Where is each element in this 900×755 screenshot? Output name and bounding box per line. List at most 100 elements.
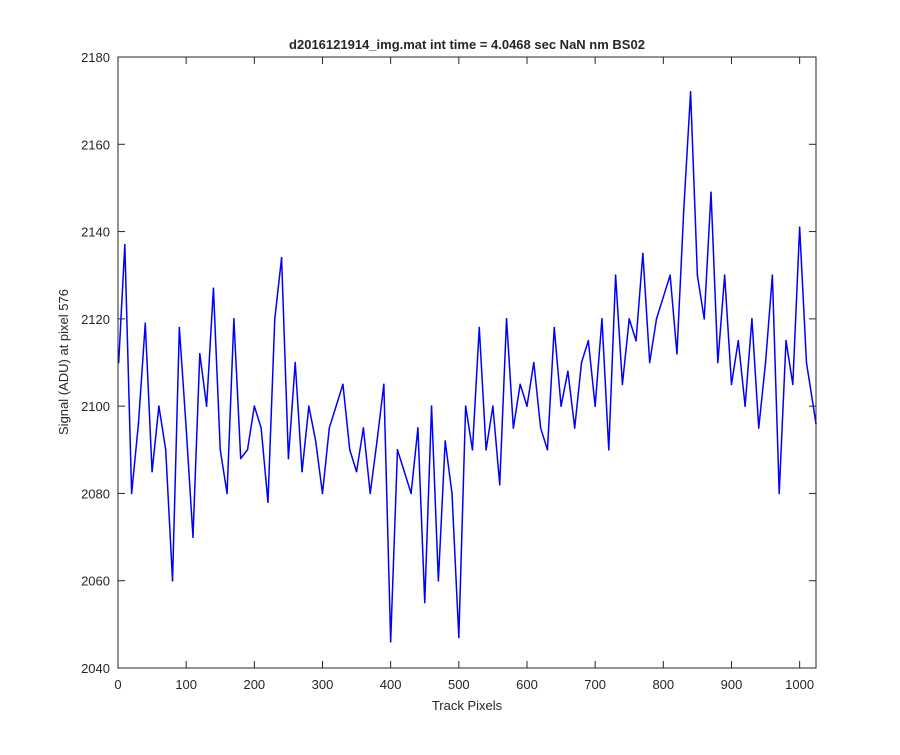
data-point xyxy=(567,370,569,373)
data-point xyxy=(792,383,794,386)
x-axis: 0 100 200 300 400 500 600 700 800 900 1000 xyxy=(114,57,814,692)
x-tick-label: 1000 xyxy=(785,677,814,692)
data-point xyxy=(526,405,528,407)
x-tick-label: 200 xyxy=(243,677,265,692)
data-point xyxy=(342,383,344,386)
data-point xyxy=(533,361,535,364)
data-point xyxy=(219,448,222,451)
data-point xyxy=(423,601,426,604)
data-point xyxy=(362,427,365,429)
data-point xyxy=(519,383,521,386)
x-tick-label: 600 xyxy=(516,677,538,692)
data-point xyxy=(744,405,746,407)
x-axis-label: Track Pixels xyxy=(432,698,503,713)
data-point xyxy=(505,318,508,320)
data-point xyxy=(730,383,733,386)
data-point xyxy=(607,448,610,451)
data-point xyxy=(294,361,297,364)
y-axis: 2040 2060 2080 2100 2120 2140 2160 2180 xyxy=(81,50,816,676)
data-point xyxy=(785,339,787,342)
data-point xyxy=(226,492,228,495)
x-tick-label: 400 xyxy=(380,677,402,692)
data-point xyxy=(492,405,494,407)
data-point xyxy=(751,318,753,320)
data-point xyxy=(260,427,262,429)
data-point xyxy=(498,483,501,486)
data-point xyxy=(539,427,542,429)
data-point xyxy=(314,440,317,442)
data-point xyxy=(798,226,801,229)
x-tick-label: 100 xyxy=(175,677,197,692)
data-point xyxy=(239,457,242,460)
x-tick-label: 0 xyxy=(114,677,121,692)
data-point xyxy=(348,448,351,451)
data-point xyxy=(267,501,269,503)
data-point xyxy=(614,274,617,277)
data-point xyxy=(662,296,665,298)
data-point xyxy=(273,318,276,320)
data-point xyxy=(621,383,624,386)
data-point xyxy=(396,448,399,451)
y-tick-label: 2160 xyxy=(81,137,110,152)
data-point xyxy=(437,579,440,582)
data-point xyxy=(587,339,590,342)
chart-title: d2016121914_img.mat int time = 4.0468 se… xyxy=(289,37,645,52)
data-point xyxy=(253,405,256,407)
data-point xyxy=(764,361,767,364)
data-point xyxy=(512,427,515,429)
data-point xyxy=(553,326,556,329)
y-tick-label: 2100 xyxy=(81,399,110,414)
data-point xyxy=(198,352,201,355)
data-point xyxy=(137,422,140,425)
data-point xyxy=(696,274,699,277)
data-point xyxy=(723,274,726,277)
data-point xyxy=(417,427,419,429)
data-point xyxy=(164,448,167,451)
data-point xyxy=(301,470,303,473)
data-point xyxy=(546,448,549,451)
data-point xyxy=(669,274,671,277)
data-point xyxy=(171,579,174,582)
y-tick-label: 2060 xyxy=(81,574,110,589)
data-point xyxy=(130,492,133,495)
x-tick-label: 500 xyxy=(448,677,470,692)
data-point xyxy=(458,636,460,639)
data-point xyxy=(737,339,740,342)
data-point xyxy=(710,191,712,194)
data-point xyxy=(369,492,372,495)
data-point xyxy=(124,243,126,246)
y-tick-label: 2120 xyxy=(81,312,110,327)
data-point xyxy=(144,322,147,325)
data-point xyxy=(158,405,160,407)
data-point xyxy=(689,91,692,93)
data-point xyxy=(389,641,392,643)
data-point xyxy=(682,208,685,211)
data-point xyxy=(655,318,658,320)
data-point xyxy=(246,448,249,451)
y-tick-label: 2040 xyxy=(81,661,110,676)
data-point xyxy=(703,318,706,320)
data-point xyxy=(178,326,181,329)
data-point xyxy=(444,440,446,442)
data-point xyxy=(805,361,808,364)
data-point xyxy=(642,252,644,255)
data-point xyxy=(635,339,637,342)
data-point xyxy=(717,361,719,364)
plot-frame xyxy=(117,56,817,669)
y-axis-label: Signal (ADU) at pixel 576 xyxy=(56,289,71,435)
data-point xyxy=(410,492,412,495)
data-point xyxy=(485,448,487,451)
data-point xyxy=(308,405,310,407)
data-point xyxy=(778,492,780,495)
data-point xyxy=(335,405,337,407)
data-point xyxy=(451,492,453,495)
data-point xyxy=(430,405,433,407)
data-point xyxy=(594,405,596,407)
y-tick-label: 2080 xyxy=(81,486,110,501)
y-tick-label: 2180 xyxy=(81,50,110,65)
data-point xyxy=(471,448,474,451)
data-point xyxy=(205,405,208,407)
data-point xyxy=(328,427,331,429)
